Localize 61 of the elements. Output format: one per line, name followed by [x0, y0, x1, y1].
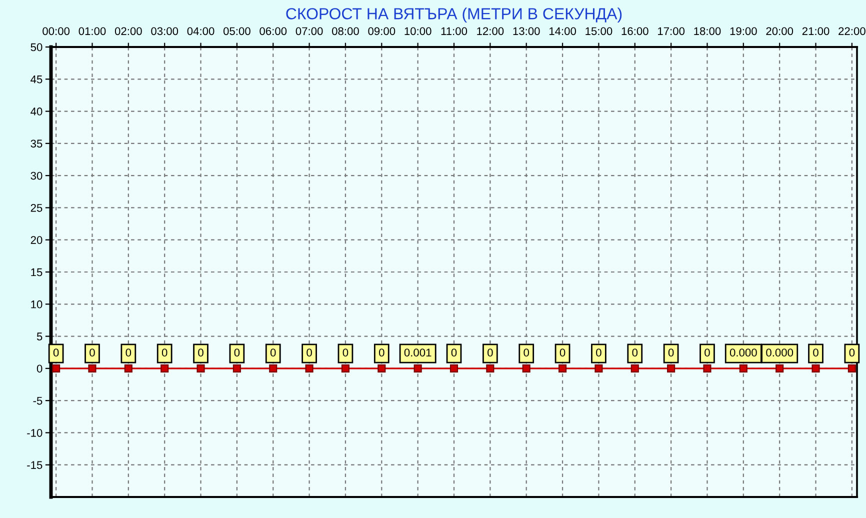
x-tick-label: 10:00 [404, 27, 432, 36]
y-tick-label: 30 [30, 172, 42, 180]
x-tick-label: 13:00 [513, 27, 540, 36]
y-tick-label: 15 [31, 268, 42, 276]
data-label: 0 [90, 348, 95, 357]
data-label: 0 [342, 348, 348, 357]
y-tick-label: 35 [30, 140, 42, 148]
x-tick-label: 03:00 [151, 27, 178, 36]
data-label: 0 [704, 348, 710, 357]
x-tick-label: 01:00 [78, 27, 106, 36]
y-tick-label: 5 [36, 332, 42, 340]
x-tick-label: 07:00 [296, 27, 323, 36]
x-tick-label: 15:00 [586, 27, 612, 36]
data-label: 0.001 [404, 348, 432, 357]
x-tick-label: 05:00 [223, 27, 250, 36]
y-tick-label: -5 [33, 396, 42, 405]
x-tick-label: 18:00 [694, 27, 721, 36]
x-tick-label: 17:00 [658, 27, 685, 36]
x-tick-label: 04:00 [187, 27, 214, 36]
x-tick-label: 12:00 [477, 27, 504, 36]
data-label: 0 [560, 348, 566, 357]
data-label: 0 [813, 348, 818, 357]
data-label: 0 [524, 348, 530, 357]
data-label: 0 [306, 348, 312, 357]
y-tick-label: 20 [30, 236, 42, 244]
y-tick-label: -15 [27, 461, 42, 469]
data-label: 0.000 [730, 348, 757, 357]
data-label: 0 [668, 348, 674, 357]
data-label: 0 [126, 348, 132, 357]
data-label: 0 [378, 348, 384, 357]
x-tick-label: 06:00 [260, 27, 287, 36]
x-tick-label: 22:00 [838, 27, 866, 36]
x-tick-label: 08:00 [332, 27, 359, 36]
x-tick-label: 19:00 [730, 27, 757, 36]
x-tick-label: 21:00 [802, 27, 830, 36]
x-tick-label: 11:00 [441, 27, 468, 36]
data-label: 0 [270, 348, 276, 357]
x-tick-label: 16:00 [622, 27, 648, 36]
data-label: 0 [632, 348, 638, 357]
data-label: 0 [451, 348, 457, 357]
x-tick-label: 20:00 [766, 27, 794, 36]
data-label: 0 [488, 348, 493, 357]
y-tick-label: -10 [27, 428, 42, 437]
x-tick-label: 09:00 [368, 27, 396, 36]
y-tick-label: 50 [30, 43, 42, 52]
data-label: 0 [53, 348, 59, 357]
y-tick-label: 40 [30, 108, 42, 116]
data-label: 0.000 [766, 348, 794, 357]
data-label: 0 [162, 348, 168, 357]
x-tick-label: 00:00 [42, 27, 70, 36]
chart-title: СКОРОСТ НА ВЯТЪРА (МЕТРИ В СЕКУНДА) [286, 8, 622, 23]
x-tick-label: 02:00 [114, 27, 142, 36]
data-label: 0 [234, 348, 240, 357]
y-tick-label: 10 [31, 300, 42, 308]
data-label: 0 [198, 348, 204, 357]
y-tick-label: 25 [30, 204, 42, 212]
data-label: 0 [596, 348, 602, 357]
data-label: 0 [849, 348, 855, 357]
y-tick-label: 0 [36, 364, 42, 373]
y-tick-label: 45 [30, 76, 42, 84]
x-tick-label: 14:00 [549, 27, 576, 36]
